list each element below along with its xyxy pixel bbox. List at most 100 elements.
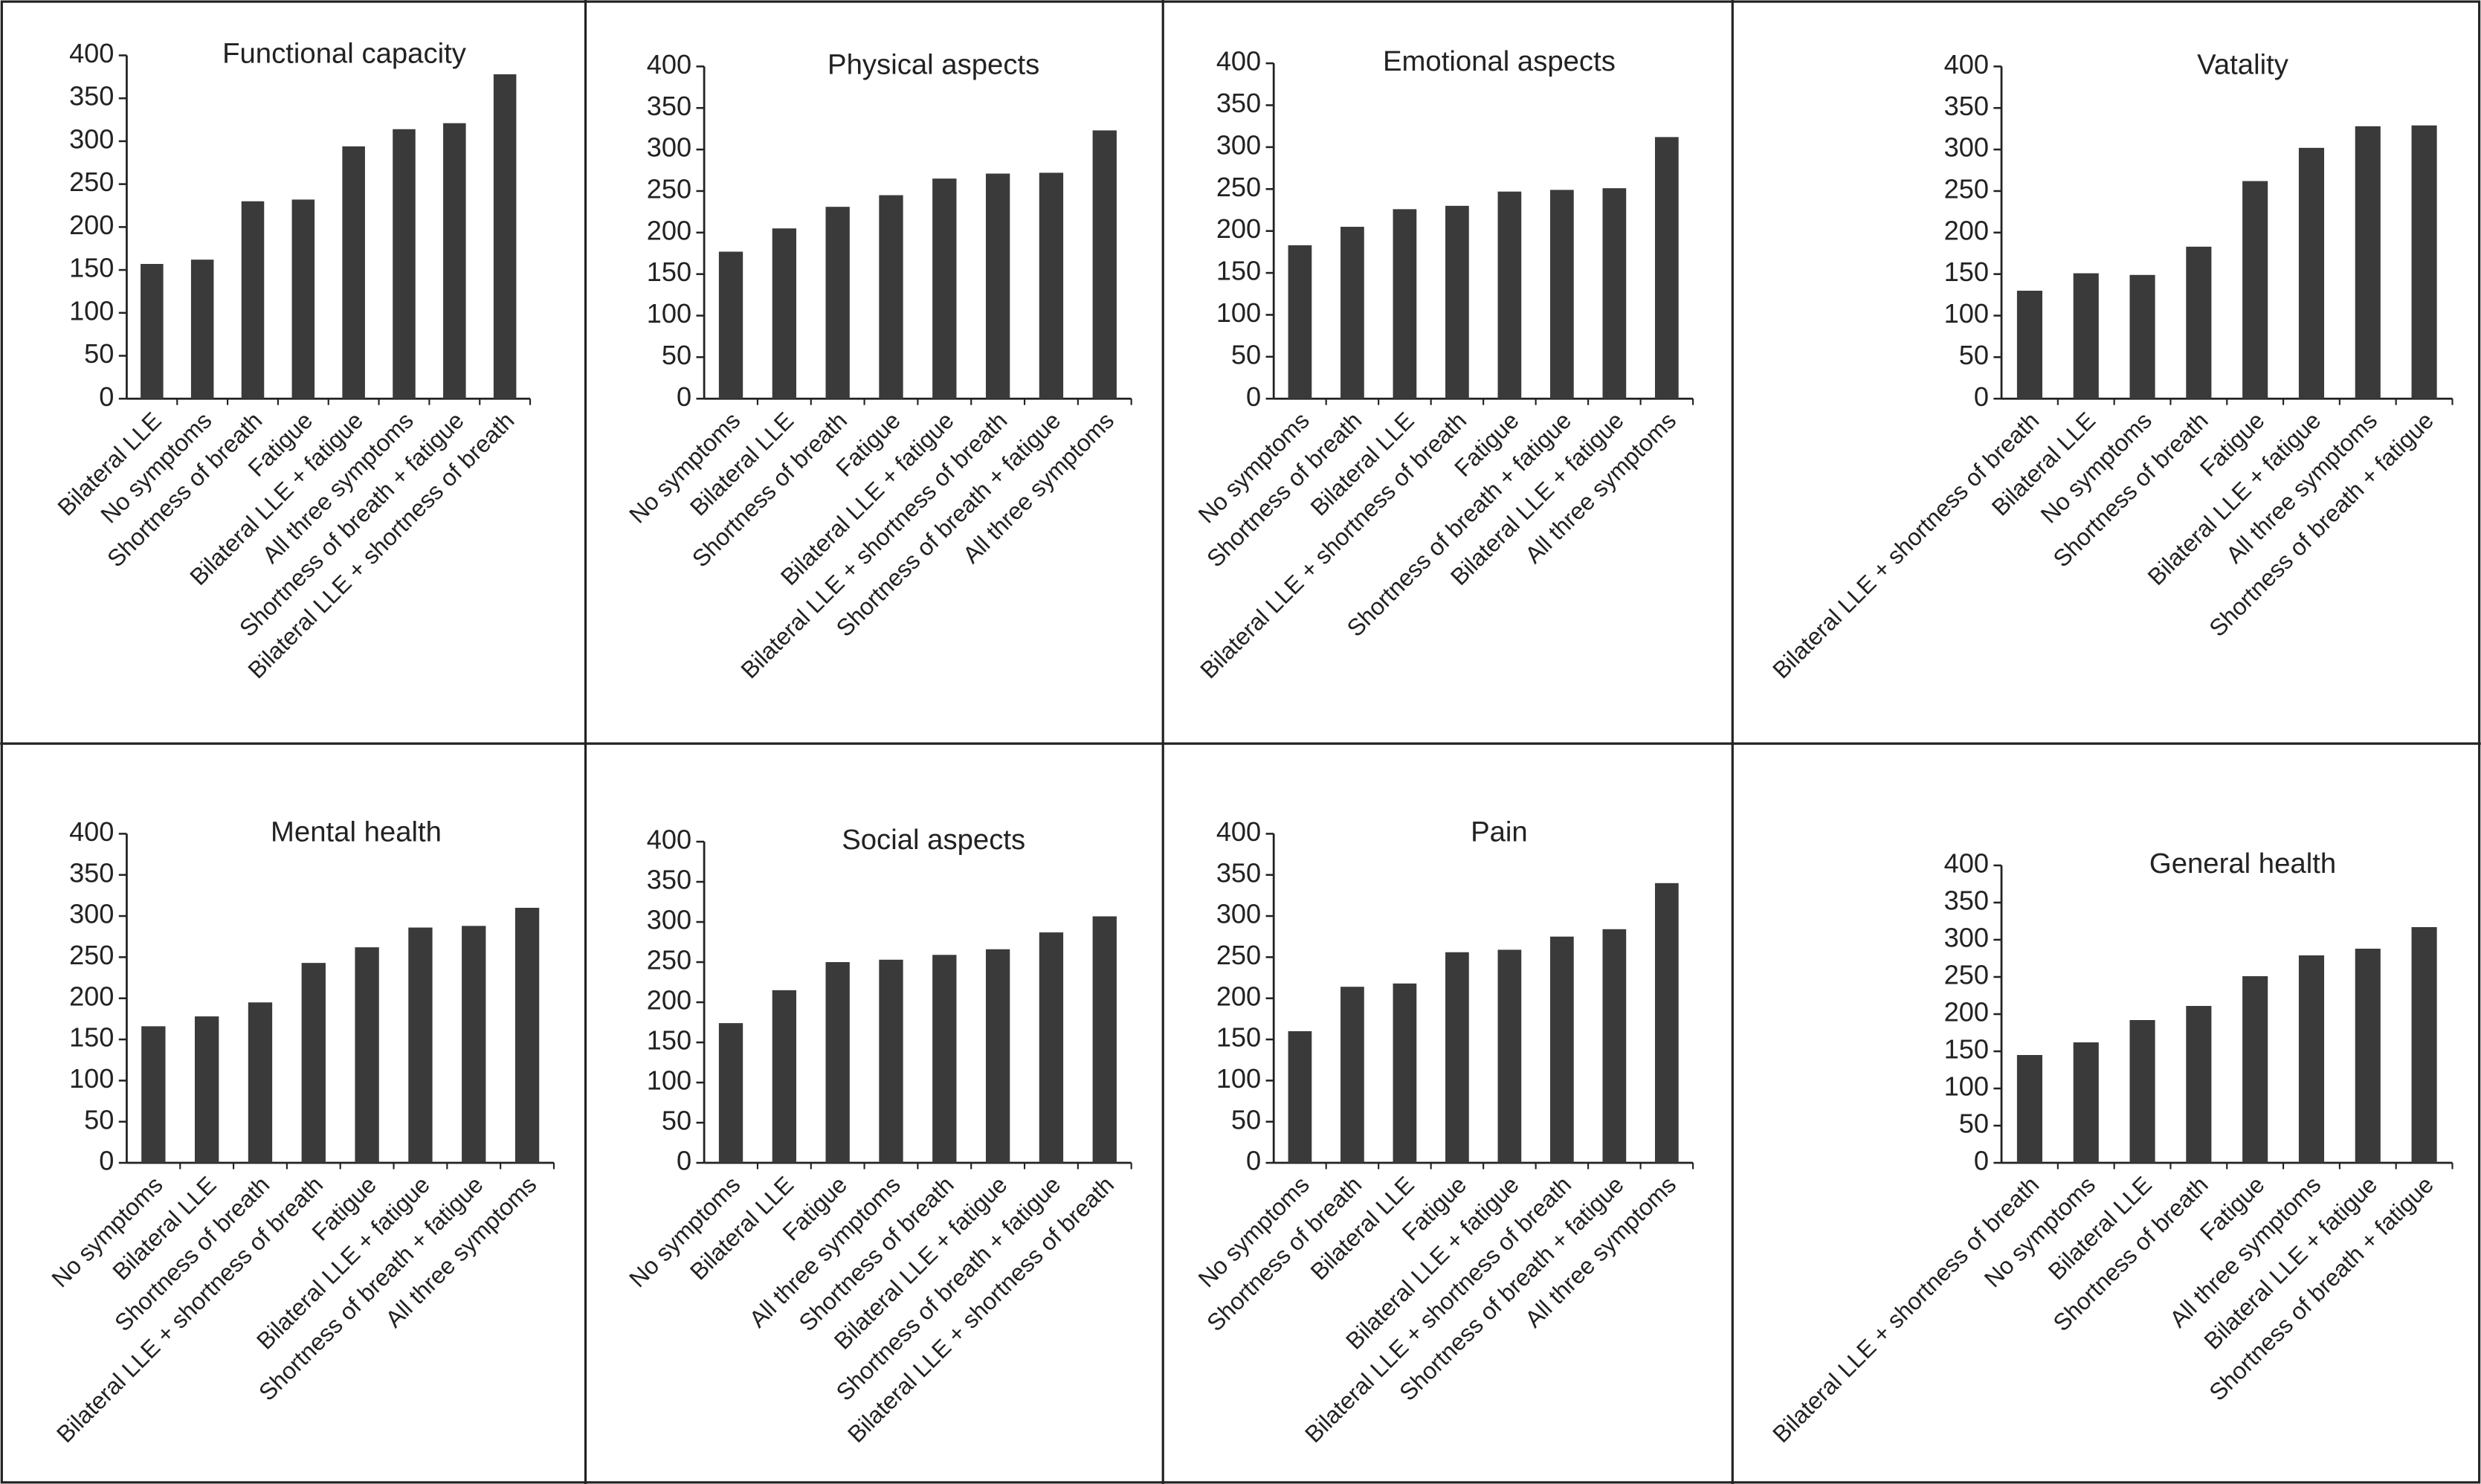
y-tick-label: 200 bbox=[647, 215, 691, 245]
y-tick-label: 350 bbox=[69, 857, 114, 888]
bar bbox=[1393, 983, 1417, 1164]
bar bbox=[2298, 147, 2325, 399]
y-tick-label: 50 bbox=[662, 1106, 691, 1136]
y-tick-label: 100 bbox=[1216, 297, 1261, 328]
bar bbox=[2411, 125, 2437, 399]
bar bbox=[825, 962, 850, 1164]
chart-title: General health bbox=[2149, 848, 2336, 880]
y-tick-label: 250 bbox=[1216, 172, 1261, 202]
chart-title: Vatality bbox=[2197, 48, 2289, 80]
bar bbox=[1550, 190, 1574, 399]
bar bbox=[985, 949, 1010, 1164]
bar bbox=[718, 1023, 743, 1164]
bar bbox=[2242, 975, 2268, 1164]
y-tick-label: 350 bbox=[647, 91, 691, 121]
bar bbox=[1039, 172, 1064, 399]
y-tick-label: 250 bbox=[647, 945, 691, 975]
bar bbox=[2016, 291, 2042, 399]
y-tick-label: 300 bbox=[1944, 132, 1989, 163]
bar bbox=[301, 963, 326, 1164]
y-tick-label: 400 bbox=[647, 49, 691, 80]
y-tick-label: 200 bbox=[647, 985, 691, 1016]
bar bbox=[342, 146, 365, 399]
y-tick-label: 0 bbox=[1246, 1146, 1261, 1176]
bar bbox=[1092, 916, 1117, 1164]
x-tick-label: Bilateral LLE + shortness of breath bbox=[1767, 407, 2044, 683]
chart-title: Emotional aspects bbox=[1383, 45, 1616, 77]
y-tick-label: 350 bbox=[1944, 91, 1989, 121]
y-tick-label: 400 bbox=[647, 825, 691, 855]
y-tick-label: 100 bbox=[1944, 1071, 1989, 1102]
y-tick-label: 150 bbox=[69, 1022, 114, 1053]
chart-title: Mental health bbox=[271, 816, 442, 848]
bar bbox=[2129, 274, 2155, 399]
bar bbox=[1497, 949, 1522, 1164]
bar bbox=[1039, 932, 1064, 1164]
y-tick-label: 0 bbox=[99, 1146, 114, 1176]
y-tick-label: 150 bbox=[1944, 1034, 1989, 1065]
bar bbox=[825, 207, 850, 399]
bar bbox=[2411, 926, 2437, 1164]
y-tick-label: 200 bbox=[69, 210, 114, 240]
chart-title: Physical aspects bbox=[827, 48, 1039, 80]
y-tick-label: 300 bbox=[1216, 129, 1261, 160]
bar bbox=[408, 927, 433, 1164]
y-tick-label: 350 bbox=[647, 865, 691, 895]
y-tick-label: 100 bbox=[69, 295, 114, 326]
bar bbox=[462, 926, 486, 1164]
y-tick-label: 50 bbox=[662, 340, 691, 370]
y-tick-label: 200 bbox=[1944, 215, 1989, 245]
bar bbox=[2073, 273, 2099, 399]
bar bbox=[1340, 987, 1364, 1164]
y-tick-label: 350 bbox=[69, 81, 114, 112]
y-tick-label: 400 bbox=[1944, 848, 1989, 879]
bar bbox=[443, 123, 466, 399]
bar bbox=[291, 199, 315, 399]
bar bbox=[2186, 246, 2212, 399]
bar bbox=[190, 259, 214, 399]
chart-title: Social aspects bbox=[842, 824, 1025, 856]
y-tick-label: 400 bbox=[1944, 49, 1989, 80]
bar bbox=[1445, 205, 1469, 399]
y-tick-label: 200 bbox=[1216, 981, 1261, 1011]
y-tick-label: 300 bbox=[69, 123, 114, 154]
y-tick-label: 0 bbox=[1974, 381, 1989, 412]
y-tick-label: 150 bbox=[647, 1025, 691, 1056]
bar bbox=[985, 173, 1010, 399]
y-tick-label: 50 bbox=[84, 1104, 114, 1135]
y-tick-label: 50 bbox=[84, 338, 114, 369]
y-tick-label: 400 bbox=[69, 38, 114, 68]
bar bbox=[1288, 1030, 1312, 1164]
bar bbox=[2355, 948, 2381, 1164]
y-tick-label: 100 bbox=[1216, 1063, 1261, 1094]
bar bbox=[1092, 130, 1117, 399]
y-tick-label: 300 bbox=[647, 132, 691, 163]
y-tick-label: 100 bbox=[647, 298, 691, 329]
y-tick-label: 200 bbox=[1944, 997, 1989, 1027]
bar bbox=[241, 201, 265, 399]
bar bbox=[355, 947, 379, 1164]
bar bbox=[718, 251, 743, 399]
y-tick-label: 300 bbox=[1216, 899, 1261, 929]
y-tick-label: 250 bbox=[1944, 960, 1989, 990]
y-tick-label: 200 bbox=[69, 981, 114, 1011]
x-tick-label: Bilateral LLE + shortness of breath bbox=[1767, 1171, 2044, 1448]
bar bbox=[514, 908, 540, 1164]
y-tick-label: 100 bbox=[1944, 298, 1989, 329]
y-tick-label: 300 bbox=[1944, 923, 1989, 953]
y-tick-label: 350 bbox=[1216, 88, 1261, 118]
bar bbox=[141, 263, 164, 399]
bar bbox=[2355, 126, 2381, 399]
bar bbox=[1497, 191, 1522, 399]
y-tick-label: 400 bbox=[69, 816, 114, 847]
y-tick-label: 150 bbox=[69, 253, 114, 283]
bar bbox=[1550, 936, 1574, 1164]
bar bbox=[248, 1002, 273, 1164]
bar bbox=[2298, 955, 2325, 1164]
y-tick-label: 0 bbox=[99, 381, 114, 412]
y-tick-label: 350 bbox=[1216, 857, 1261, 888]
bar bbox=[1288, 245, 1312, 399]
bar bbox=[2129, 1020, 2155, 1164]
